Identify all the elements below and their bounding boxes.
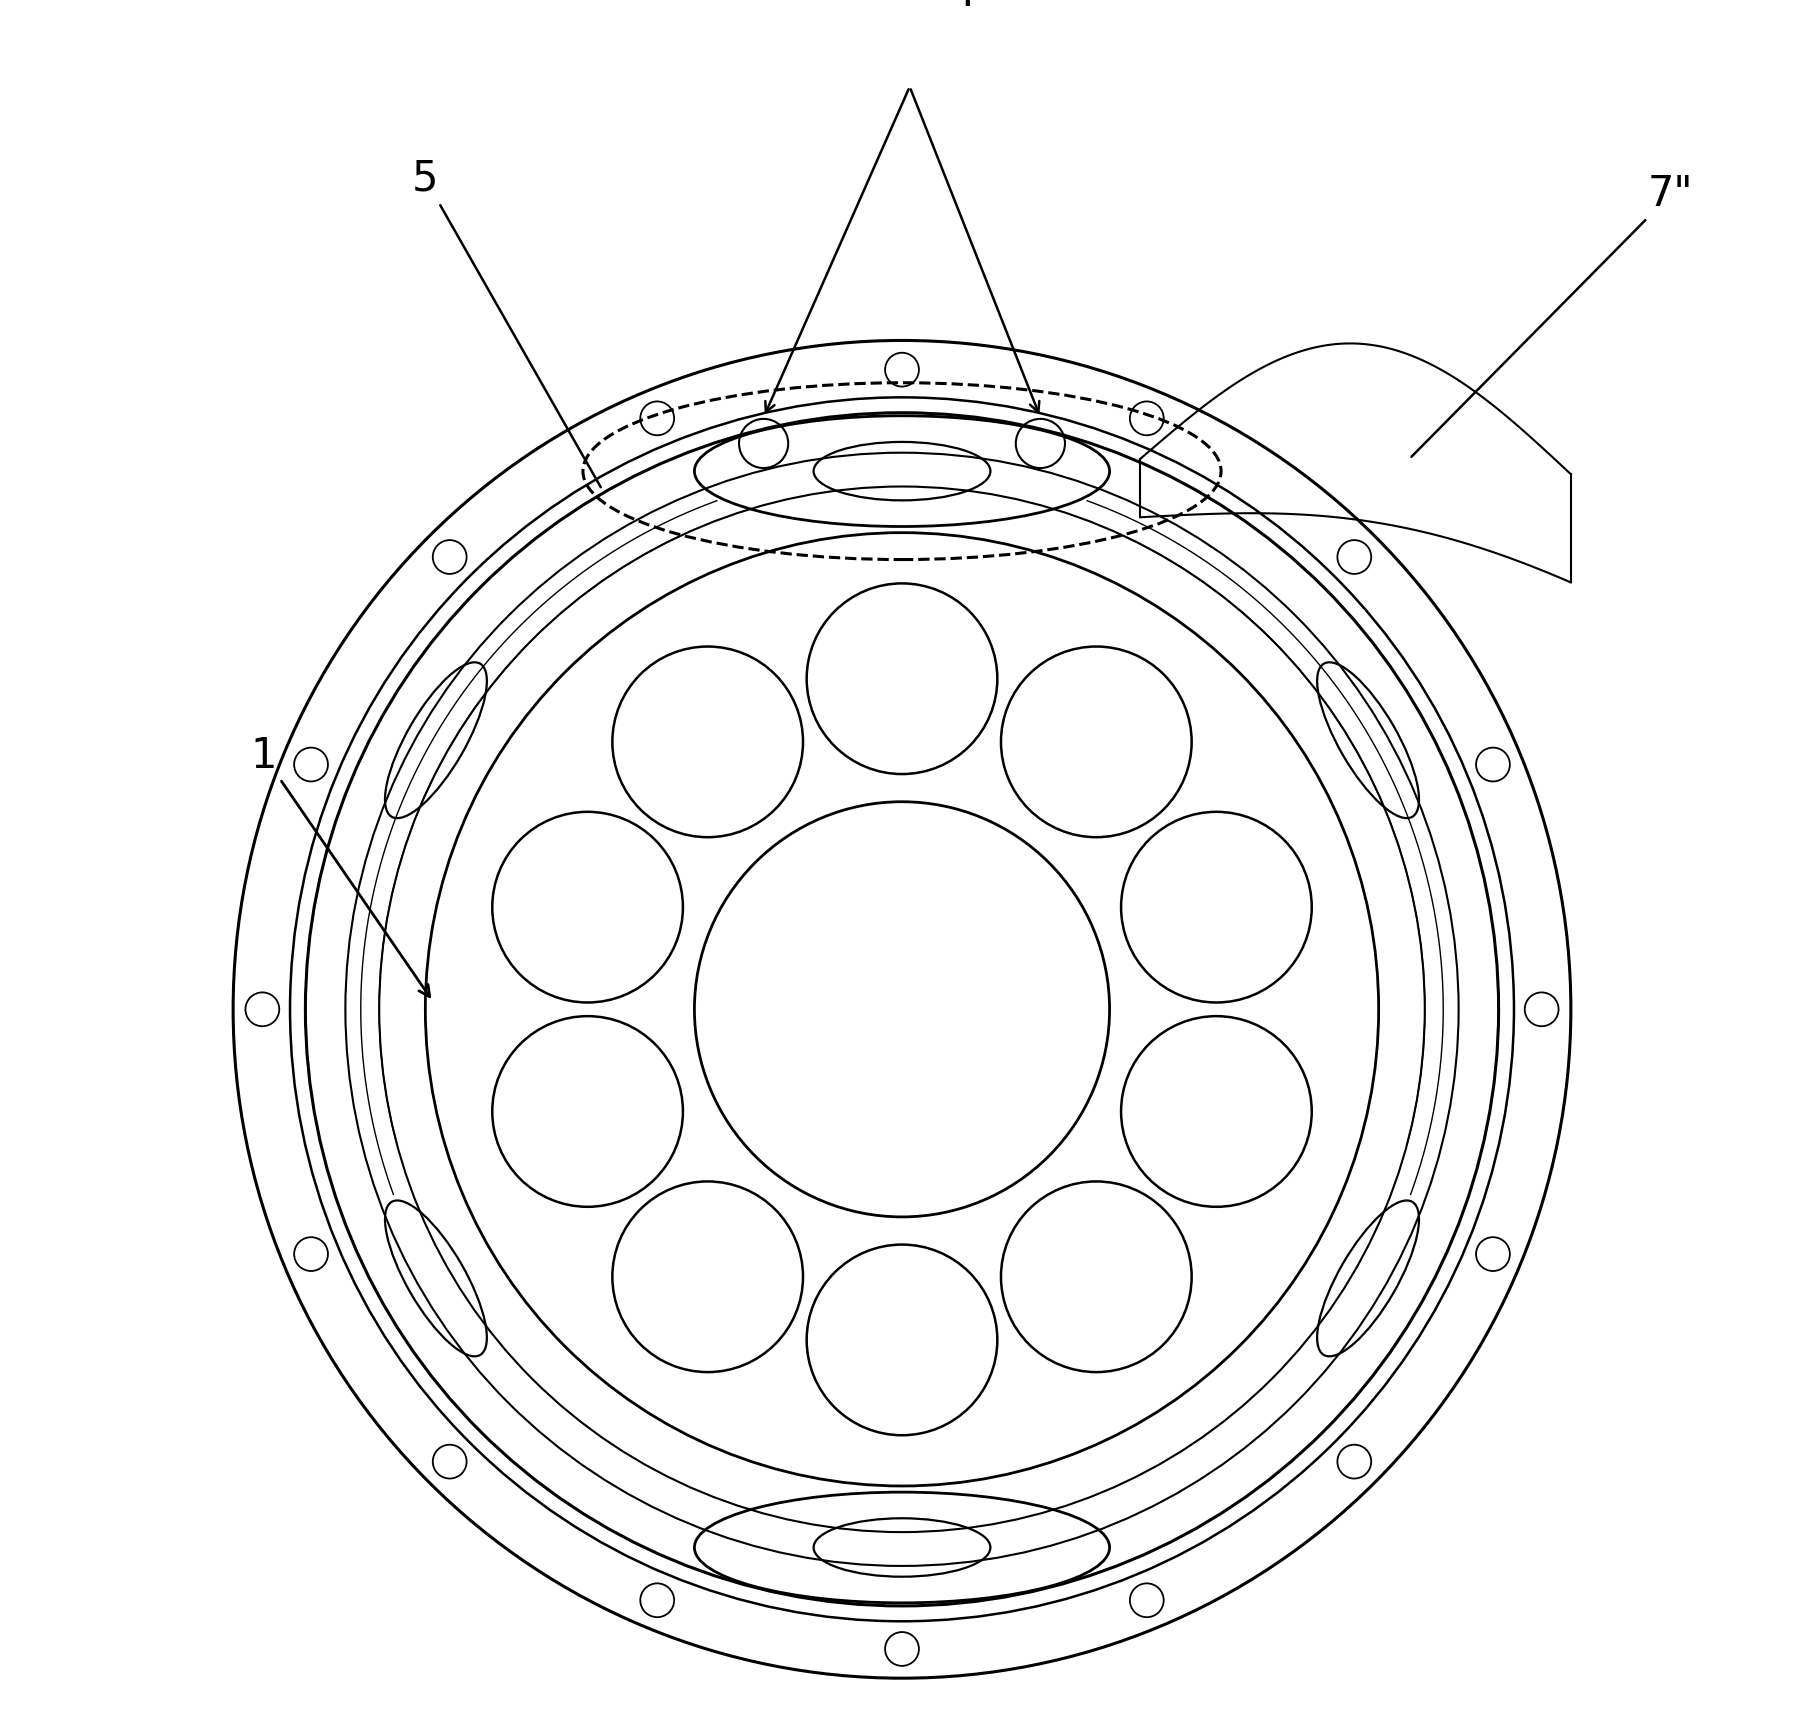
Text: 5: 5 xyxy=(411,158,601,487)
Text: 4: 4 xyxy=(951,0,976,16)
Text: 1: 1 xyxy=(251,734,429,998)
Text: 7": 7" xyxy=(1411,173,1694,457)
